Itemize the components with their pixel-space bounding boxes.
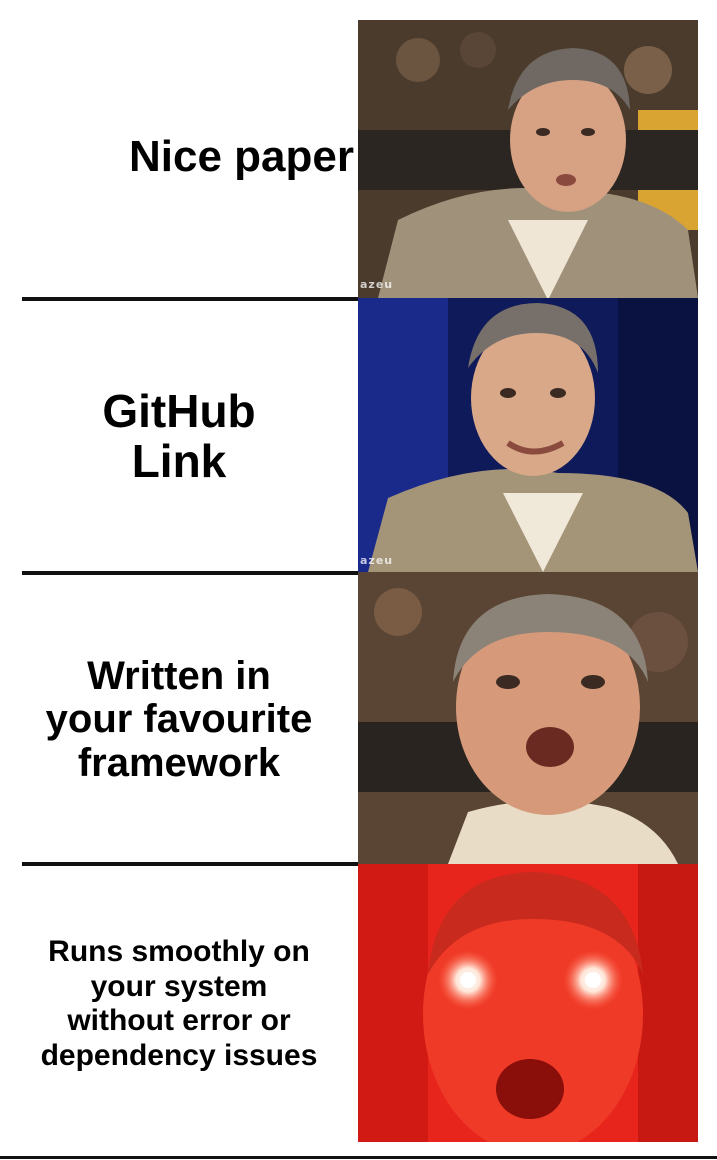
divider-3 [22,862,358,866]
watermark-2: azeu [360,554,394,567]
caption-2-line-2: Link [131,435,227,487]
divider-2 [22,571,358,575]
watermark-1: azeu [360,278,394,291]
caption-1-line-1: Nice paper [129,132,354,182]
caption-3: Written in your favourite framework [0,580,358,860]
caption-4-line-2: your system [90,969,268,1003]
bottom-rule [0,1156,717,1159]
reaction-photo-2-interested: azeu [358,298,698,572]
caption-3-line-3: framework [77,740,281,785]
reaction-photo-2-svg [358,298,698,572]
caption-2-line-1: GitHub [102,385,256,438]
caption-4-line-4: dependency issues [40,1038,318,1072]
reaction-photo-1-svg [358,20,698,298]
caption-1: Nice paper [0,22,358,292]
caption-3-line-2: your favourite [45,697,313,742]
reaction-photo-3-excited [358,572,698,864]
caption-3-line-1: Written in [87,654,271,699]
caption-4: Runs smoothly on your system without err… [0,866,358,1142]
reaction-photo-3-svg [358,572,698,864]
reaction-photo-1-calm: azeu [358,20,698,298]
caption-4-line-1: Runs smoothly on [48,935,310,968]
caption-2: GitHub Link [0,302,358,572]
caption-4-line-3: without error or [67,1004,291,1037]
reaction-photo-4-svg [358,864,698,1142]
reaction-photo-4-glowing-eyes [358,864,698,1142]
divider-1 [22,297,358,301]
